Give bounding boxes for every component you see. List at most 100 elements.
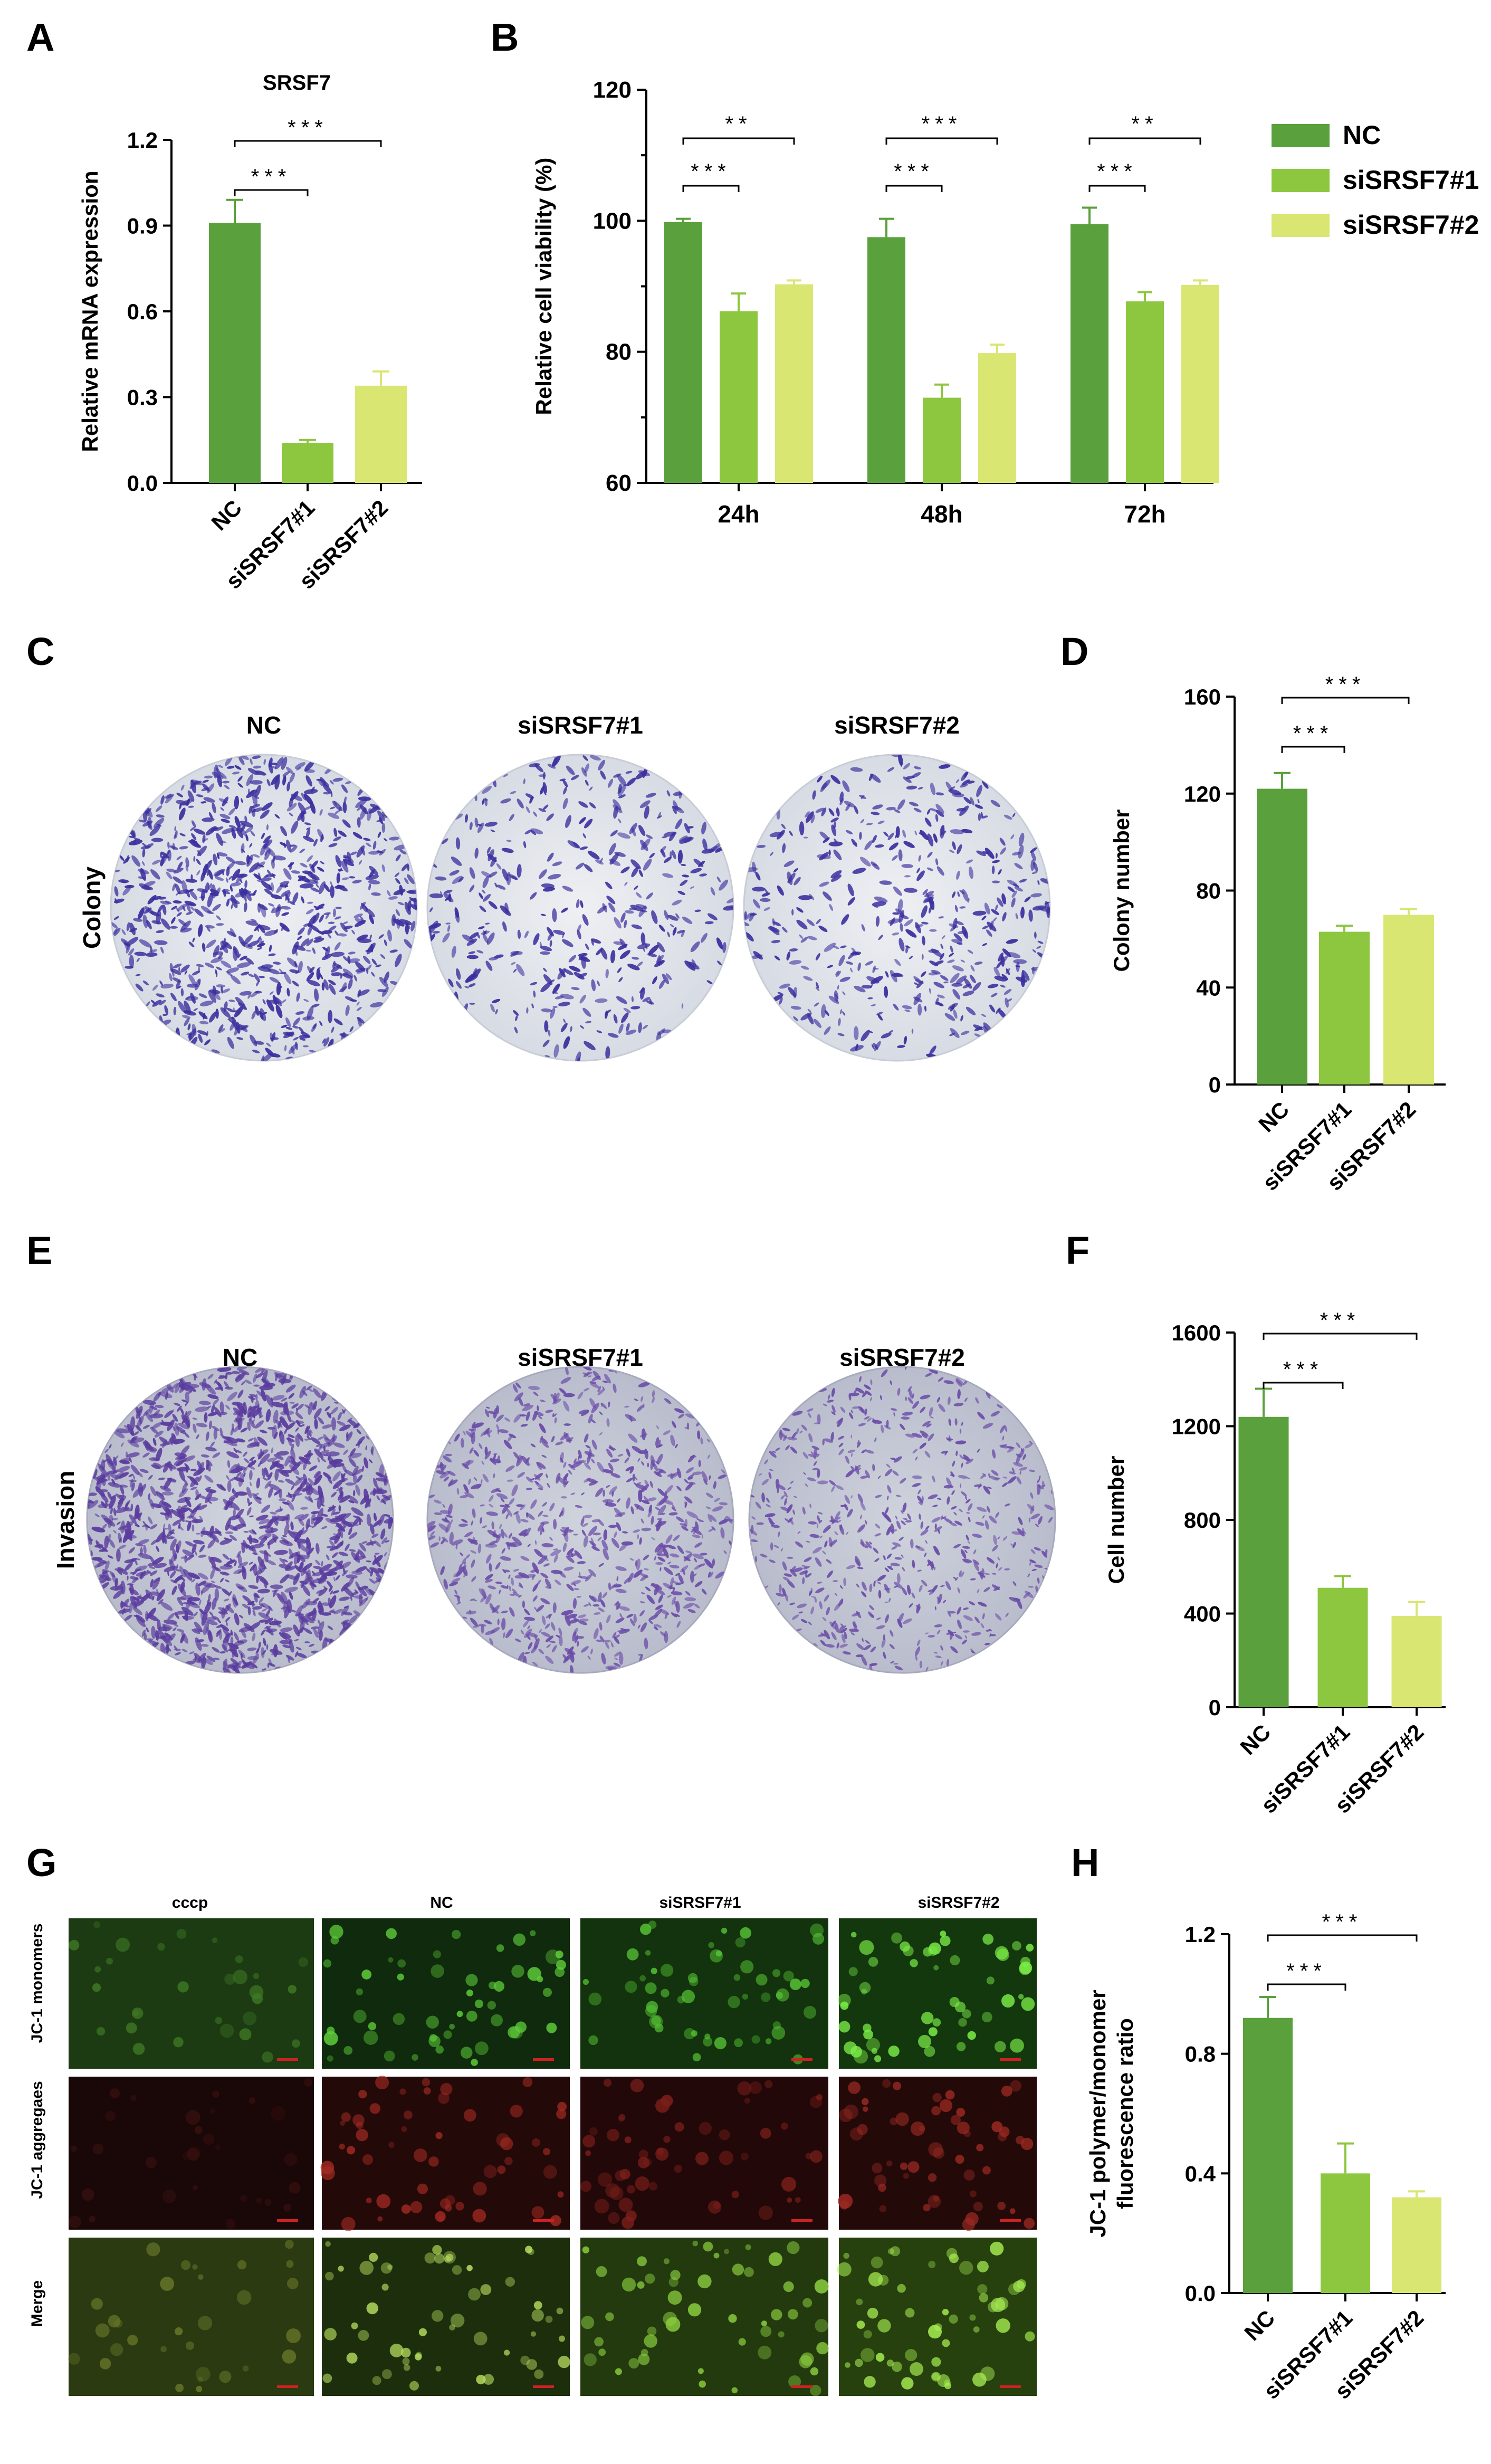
stained-cell xyxy=(957,1606,961,1615)
stained-cell xyxy=(255,1005,260,1016)
stained-cell xyxy=(480,1504,485,1507)
stained-cell xyxy=(1034,1564,1043,1568)
fluorescent-cell xyxy=(761,1992,771,2002)
stained-cell xyxy=(964,1635,967,1639)
stained-cell xyxy=(822,1439,825,1445)
fluorescent-cell xyxy=(764,2080,773,2088)
stained-cell xyxy=(142,981,149,986)
stained-cell xyxy=(857,962,861,972)
stained-cell xyxy=(954,905,958,912)
stained-cell xyxy=(878,935,883,940)
stained-cell xyxy=(297,1485,302,1491)
stained-cell xyxy=(333,836,341,842)
stained-cell xyxy=(244,895,247,902)
stained-cell xyxy=(284,1586,298,1593)
fluorescent-cell xyxy=(323,1959,332,1968)
stained-cell xyxy=(931,969,941,975)
stained-cell xyxy=(114,1568,123,1572)
fluorescent-cell xyxy=(429,2034,437,2042)
stained-cell xyxy=(174,1652,181,1656)
stained-cell xyxy=(190,906,195,911)
stained-cell xyxy=(318,1587,328,1596)
stained-cell xyxy=(477,824,483,826)
stained-cell xyxy=(313,1408,322,1419)
stained-cell xyxy=(448,978,454,987)
stained-cell xyxy=(205,1447,217,1452)
stained-cell xyxy=(327,1581,333,1588)
fluorescent-cell xyxy=(924,2046,935,2057)
stained-cell xyxy=(1000,1425,1005,1433)
stained-cell xyxy=(310,874,319,884)
stained-cell xyxy=(793,868,798,873)
stained-cell xyxy=(239,889,244,899)
stained-cell xyxy=(173,900,182,904)
stained-cell xyxy=(511,1484,518,1497)
stained-cell xyxy=(234,1006,244,1017)
stained-cell xyxy=(109,1539,115,1548)
stained-cell xyxy=(618,794,626,798)
stained-cell xyxy=(187,1023,191,1031)
stained-cell xyxy=(589,802,596,808)
stained-cell xyxy=(404,939,413,949)
stained-cell xyxy=(142,861,145,866)
stained-cell xyxy=(807,1477,816,1482)
stained-cell xyxy=(187,1384,199,1388)
stained-cell xyxy=(656,1425,660,1430)
stained-cell xyxy=(313,938,324,943)
stained-cell xyxy=(615,1566,627,1571)
stained-cell xyxy=(511,876,518,880)
stained-cell xyxy=(684,1479,689,1483)
fluorescent-cell xyxy=(986,1976,995,1985)
stained-cell xyxy=(206,1031,208,1036)
stained-cell xyxy=(216,966,222,971)
stained-cell xyxy=(135,983,144,992)
stained-cell xyxy=(608,902,616,912)
stained-cell xyxy=(871,1663,875,1667)
stained-cell xyxy=(570,1026,572,1032)
stained-cell xyxy=(311,1571,316,1575)
stained-cell xyxy=(662,873,674,878)
stained-cell xyxy=(442,1464,446,1471)
stained-cell xyxy=(667,1545,676,1549)
stained-cell xyxy=(355,967,366,973)
stained-cell xyxy=(205,1487,212,1490)
stained-cell xyxy=(300,1482,307,1486)
stained-cell xyxy=(933,1546,940,1556)
stained-cell xyxy=(185,1417,190,1429)
fluorescent-cell xyxy=(444,2204,452,2212)
stained-cell xyxy=(146,1638,154,1641)
stained-cell xyxy=(519,1529,528,1536)
stained-cell xyxy=(766,1504,771,1508)
stained-cell xyxy=(373,1512,377,1521)
stained-cell xyxy=(156,930,164,934)
stained-cell xyxy=(769,1469,773,1471)
stained-cell xyxy=(542,1502,548,1507)
fluorescent-cell xyxy=(950,1955,960,1966)
stained-cell xyxy=(775,1448,780,1451)
stained-cell xyxy=(1035,1524,1039,1527)
stained-cell xyxy=(499,1505,506,1508)
fluorescent-cell xyxy=(235,1955,243,1964)
stained-cell xyxy=(992,880,1000,883)
stained-cell xyxy=(156,1588,159,1594)
fluorescent-cell xyxy=(472,2209,486,2223)
stained-cell xyxy=(339,1626,348,1636)
stained-cell xyxy=(338,830,347,837)
stained-cell xyxy=(844,1495,850,1504)
stained-cell xyxy=(670,851,672,858)
colony-col-label-sisrsf7-1: siSRSF7#1 xyxy=(518,711,643,739)
stained-cell xyxy=(174,1612,179,1619)
stained-cell xyxy=(961,1639,968,1645)
stained-cell xyxy=(208,812,213,819)
stained-cell xyxy=(409,897,415,902)
stained-cell xyxy=(656,1453,663,1464)
stained-cell xyxy=(331,1491,337,1498)
stained-cell xyxy=(556,1634,560,1638)
fluorescent-cell xyxy=(185,2110,200,2125)
stained-cell xyxy=(917,1489,921,1495)
stained-cell xyxy=(233,1448,237,1453)
stained-cell xyxy=(311,1626,319,1630)
stained-cell xyxy=(485,1574,493,1580)
stained-cell xyxy=(961,1491,967,1497)
stained-cell xyxy=(145,1524,148,1531)
